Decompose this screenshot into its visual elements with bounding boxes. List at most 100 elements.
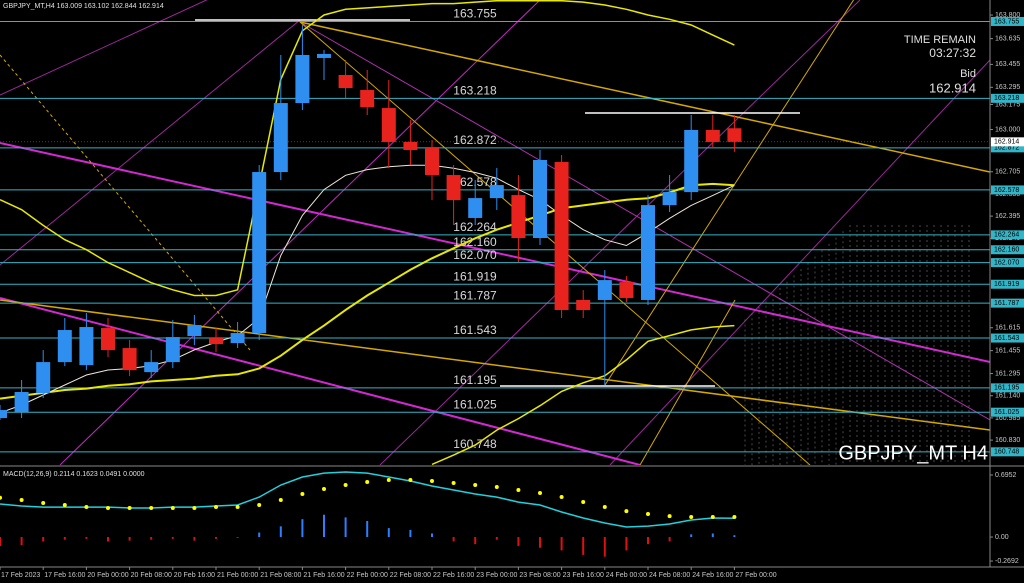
- x-tick-label: 24 Feb 08:00: [649, 572, 690, 579]
- level-tag-label: 161.195: [994, 385, 1019, 392]
- trend-line: [299, 21, 990, 173]
- y-tick-label: 163.635: [995, 35, 1020, 42]
- histogram-bar: [128, 537, 131, 541]
- overlays: [0, 0, 735, 465]
- candle-body: [273, 103, 288, 173]
- channel-line: [0, 19, 301, 266]
- level-tag: [991, 407, 1024, 417]
- bid-value: 162.914: [929, 80, 976, 95]
- level-tag: [991, 16, 1024, 26]
- signal-dot: [257, 503, 262, 508]
- candle-body: [533, 160, 547, 239]
- histogram-bar: [733, 535, 736, 538]
- candle-body: [209, 338, 223, 345]
- candle-body: [101, 328, 115, 351]
- y-tick-label: 161.455: [995, 347, 1020, 354]
- level-label: 160.748: [453, 437, 497, 451]
- time-remain-label: TIME REMAIN: [904, 34, 976, 46]
- indicator-line: [0, 0, 735, 297]
- level-label: 162.872: [453, 133, 497, 147]
- candle-body: [14, 392, 29, 413]
- histogram-bar: [668, 537, 671, 542]
- candle-body: [0, 410, 7, 419]
- histogram-bar: [63, 537, 66, 540]
- candle-body: [295, 54, 310, 104]
- histogram-bar: [539, 537, 541, 548]
- histogram-bar: [474, 537, 477, 545]
- histogram-bar: [344, 517, 347, 538]
- signal-dot: [278, 498, 283, 503]
- x-tick-label: 24 Feb 00:00: [606, 572, 647, 579]
- level-tag: [991, 143, 1024, 153]
- level-label: 161.195: [453, 373, 497, 387]
- level-label: 163.218: [453, 83, 497, 97]
- candle-body: [684, 129, 699, 193]
- signal-dot: [106, 506, 110, 511]
- candle-body: [425, 147, 439, 176]
- level-tag-label: 160.748: [994, 449, 1019, 456]
- y-tick-label: 0.00: [995, 534, 1009, 541]
- level-tag: [991, 298, 1024, 308]
- bid-label: Bid: [960, 68, 976, 80]
- level-label: 161.025: [453, 397, 497, 411]
- x-tick-label: 23 Feb 08:00: [519, 572, 560, 579]
- histogram-bar: [560, 537, 563, 551]
- signal-dot: [214, 505, 218, 510]
- candle-body: [403, 141, 418, 150]
- indicator-line: [431, 324, 735, 465]
- symbol-header: GBPJPY_MT,H4 163.009 163.102 162.844 162…: [3, 3, 164, 10]
- y-tick-label: -0.2692: [995, 558, 1019, 565]
- signal-dot: [689, 515, 694, 520]
- level-tag: [991, 279, 1024, 289]
- x-tick-label: 22 Feb 08:00: [390, 572, 431, 579]
- y-tick-label: 162.705: [995, 169, 1020, 176]
- histogram-bar: [387, 528, 390, 538]
- y-tick-label: 163.295: [995, 84, 1020, 91]
- macd-line: [0, 471, 735, 528]
- x-tick-label: 17 Feb 16:00: [44, 572, 85, 579]
- signal-dot: [451, 481, 456, 486]
- x-tick-label: 17 Feb 2023: [1, 572, 40, 579]
- candle-body: [230, 333, 245, 344]
- level-tag: [991, 93, 1024, 103]
- signal-dot: [516, 488, 521, 493]
- y-tick-label: 160.985: [995, 415, 1020, 422]
- x-tick-label: 21 Feb 08:00: [260, 572, 301, 579]
- candles: [0, 25, 742, 421]
- histogram-bar: [323, 514, 325, 538]
- level-tag: [991, 333, 1024, 343]
- y-tick-label: 162.395: [995, 213, 1020, 220]
- level-tag-label: 162.872: [994, 145, 1019, 152]
- candle-body: [554, 162, 569, 310]
- candle-body: [597, 280, 612, 300]
- level-tag-label: 161.543: [994, 335, 1019, 342]
- signal-dot: [235, 505, 240, 510]
- candle-body: [36, 362, 51, 394]
- histogram-bar: [495, 537, 498, 540]
- histogram-bar: [85, 537, 88, 539]
- y-tick-label: 0.6952: [995, 472, 1017, 479]
- level-tag: [991, 383, 1024, 393]
- histogram-bar: [107, 537, 109, 542]
- trend-line: [0, 142, 990, 363]
- candle-body: [57, 330, 72, 363]
- candle-body: [122, 348, 137, 371]
- candle-body: [187, 325, 202, 337]
- level-tag: [991, 447, 1024, 457]
- signal-dot: [581, 500, 586, 505]
- signal-dot: [473, 483, 478, 488]
- level-tag: [991, 258, 1024, 268]
- bid-tag-label: 162.914: [994, 139, 1019, 146]
- signal-dot: [646, 512, 650, 517]
- x-tick-label: 21 Feb 16:00: [303, 572, 344, 579]
- signal-dot: [300, 492, 305, 497]
- histogram-bar: [647, 537, 649, 545]
- signal-dot: [127, 506, 132, 511]
- signal-dot: [41, 501, 46, 506]
- candle-body: [662, 192, 677, 206]
- candle-body: [360, 90, 375, 108]
- histogram-bar: [20, 537, 23, 546]
